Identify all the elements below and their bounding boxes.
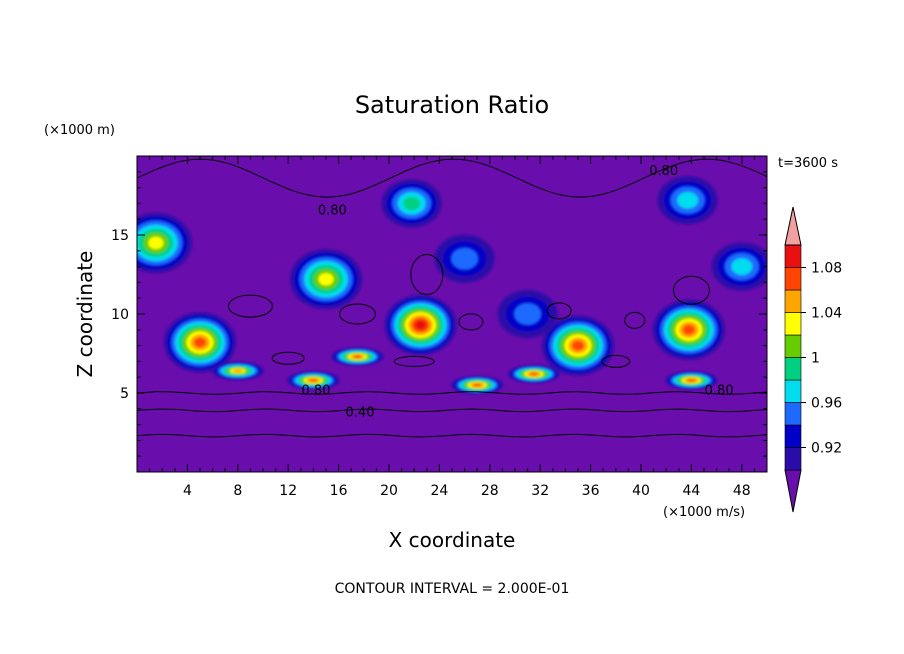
y-axis-label: Z coordinate	[73, 251, 97, 378]
colorbar-label: 0.92	[811, 441, 842, 457]
contour-line	[137, 391, 767, 395]
saturation-blob	[287, 371, 340, 390]
contour-label: 0.80	[649, 164, 678, 179]
x-axis-label: X coordinate	[389, 528, 516, 552]
plot-field: 0.80 0.80 0.80 0.80 0.40	[137, 156, 767, 472]
colorbar-segment	[784, 244, 802, 268]
x-tick-label: 8	[233, 483, 242, 499]
saturation-blob	[331, 347, 384, 366]
saturation-blob	[211, 361, 264, 380]
x-tick-label: 48	[733, 483, 751, 499]
colorbar-label: 0.96	[811, 396, 842, 412]
contour-closed	[339, 303, 376, 325]
colorbar-segment	[784, 334, 802, 358]
colorbar-segment	[784, 424, 802, 448]
saturation-blob	[164, 312, 236, 373]
contour-interval-footer: CONTOUR INTERVAL = 2.000E-01	[335, 581, 570, 597]
saturation-blob	[507, 365, 560, 384]
plot-area: 0.80 0.80 0.80 0.80 0.40	[137, 156, 767, 472]
x-tick-label: 16	[330, 483, 348, 499]
contour-closed	[393, 355, 435, 367]
blob-level	[514, 303, 541, 325]
blob-level	[194, 337, 206, 348]
saturation-blob	[451, 376, 504, 395]
blob-level	[318, 272, 334, 286]
y-tick-label: 10	[111, 307, 129, 323]
blob-level	[472, 383, 482, 387]
blob-level	[529, 372, 539, 376]
y-units-label: (×1000 m)	[44, 123, 115, 138]
colorbar-label: 1	[811, 351, 820, 367]
saturation-blob	[542, 315, 614, 376]
saturation-blob	[384, 295, 457, 356]
x-tick-label: 40	[632, 483, 650, 499]
x-tick-label: 28	[481, 483, 499, 499]
colorbar-segment	[784, 402, 802, 426]
saturation-blob	[434, 234, 495, 283]
blob-level	[687, 378, 696, 382]
x-units-label: (×1000 m/s)	[663, 505, 745, 520]
blob-level	[403, 196, 421, 211]
contour-closed	[410, 254, 444, 295]
x-tick-label: 32	[531, 483, 549, 499]
contour-closed	[624, 311, 646, 329]
contour-closed	[546, 302, 572, 320]
x-tick-label: 24	[430, 483, 448, 499]
colorbar-segment	[784, 379, 802, 403]
x-tick-label: 12	[279, 483, 297, 499]
saturation-blob	[381, 179, 442, 228]
colorbar-segment	[784, 312, 802, 336]
colorbar-label: 1.08	[811, 261, 842, 277]
x-tick-label: 20	[380, 483, 398, 499]
x-tick-label: 4	[183, 483, 192, 499]
contour-closed	[271, 351, 305, 365]
colorbar-segment	[784, 289, 802, 313]
colorbar-segment	[784, 447, 802, 471]
colorbar-lower-arrow	[784, 469, 802, 513]
saturation-blob	[711, 242, 767, 291]
contour-closed	[227, 294, 273, 318]
colorbar-segment	[784, 267, 802, 291]
contour-closed	[458, 313, 484, 331]
blob-level	[731, 258, 753, 275]
colorbar: 0.92 0.96 1 1.04 1.08	[784, 206, 842, 513]
blob-level	[353, 355, 362, 359]
contour-label: 0.40	[346, 406, 375, 421]
blob-level	[415, 320, 426, 330]
time-label: t=3600 s	[778, 156, 838, 171]
contour-label: 0.80	[318, 203, 347, 218]
contour-label: 0.80	[301, 384, 330, 399]
blob-level	[677, 191, 699, 209]
saturation-blob	[290, 249, 362, 310]
y-tick-label: 5	[120, 386, 129, 402]
blob-level	[148, 236, 164, 250]
contour-closed	[601, 354, 631, 368]
contour-line	[137, 408, 767, 413]
colorbar-segment	[784, 357, 802, 381]
y-tick-label: 15	[111, 228, 129, 244]
colorbar-label: 1.04	[811, 306, 842, 322]
contour-label: 0.80	[705, 384, 734, 399]
x-tick-label: 36	[582, 483, 600, 499]
blob-level	[309, 378, 318, 382]
saturation-blob	[137, 212, 192, 273]
saturation-blob	[665, 371, 718, 390]
contour-closed	[672, 275, 710, 305]
saturation-blob	[652, 299, 725, 360]
blob-level	[451, 248, 478, 270]
colorbar-upper-arrow	[784, 206, 802, 246]
chart-title: Saturation Ratio	[355, 91, 549, 119]
blob-level	[682, 324, 695, 335]
saturation-blob	[657, 176, 718, 225]
x-tick-label: 44	[682, 483, 700, 499]
blob-level	[572, 340, 584, 351]
blob-level	[233, 369, 243, 373]
contour-line	[137, 433, 767, 438]
saturation-blob	[497, 290, 558, 338]
